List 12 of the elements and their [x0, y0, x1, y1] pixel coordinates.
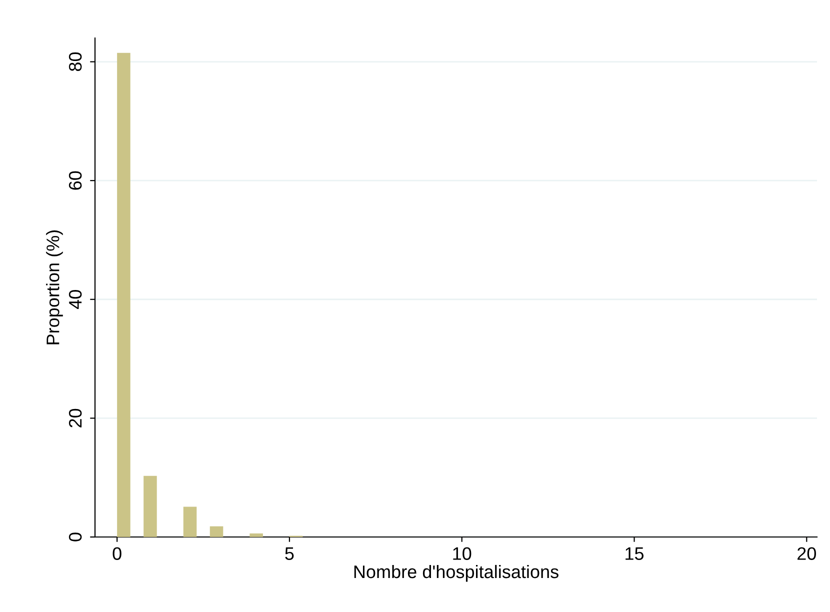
x-tick-label: 5: [285, 547, 294, 560]
y-tick-label: 40: [68, 290, 82, 310]
x-tick-label: 15: [626, 547, 644, 560]
x-axis-title: Nombre d'hospitalisations: [354, 564, 558, 582]
y-tick-label: 0: [68, 532, 82, 542]
y-axis-title: Proportion (%): [46, 230, 63, 344]
x-tick-label: 10: [453, 547, 472, 560]
x-tick-label: 20: [798, 547, 816, 560]
x-tick-label: 0: [112, 547, 122, 560]
y-tick-label: 60: [68, 171, 82, 190]
y-tick-label: 80: [68, 52, 82, 72]
y-tick-label: 20: [68, 408, 82, 428]
